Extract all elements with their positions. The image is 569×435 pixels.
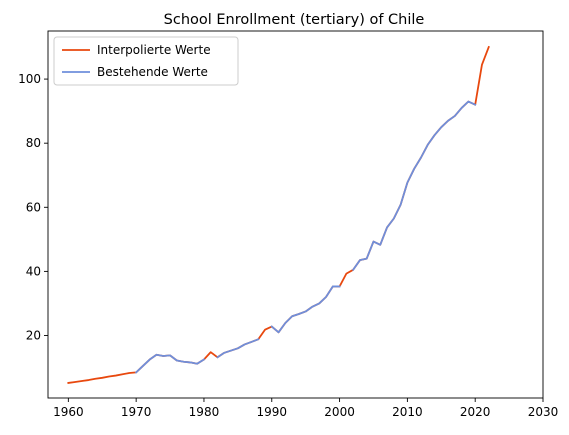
x-tick-label: 2010 xyxy=(392,405,423,419)
chart-title: School Enrollment (tertiary) of Chile xyxy=(164,12,425,28)
series-layer xyxy=(67,45,490,384)
x-axis: 1960 1970 1980 1990 2000 2010 2020 2030 xyxy=(53,398,558,419)
x-tick-label: 2030 xyxy=(528,405,559,419)
y-tick-label: 80 xyxy=(26,136,41,150)
legend-label-1: Interpolierte Werte xyxy=(97,43,211,57)
legend-label-2: Bestehende Werte xyxy=(97,65,208,79)
series-line-2 xyxy=(134,100,477,374)
x-tick-label: 2020 xyxy=(460,405,491,419)
x-tick-label: 2000 xyxy=(324,405,355,419)
x-tick-label: 1960 xyxy=(53,405,84,419)
plot-border xyxy=(47,30,544,399)
y-axis: 20 40 60 80 100 xyxy=(18,72,48,342)
y-tick-label: 100 xyxy=(18,72,41,86)
plot-area xyxy=(48,31,543,398)
y-tick-label: 20 xyxy=(26,328,41,342)
legend-box xyxy=(53,36,239,86)
x-tick-label: 1990 xyxy=(256,405,287,419)
y-tick-label: 40 xyxy=(26,264,41,278)
legend: Interpolierte Werte Bestehende Werte xyxy=(53,36,239,86)
x-tick-label: 1980 xyxy=(189,405,220,419)
y-tick-label: 60 xyxy=(26,200,41,214)
x-tick-label: 1970 xyxy=(121,405,152,419)
